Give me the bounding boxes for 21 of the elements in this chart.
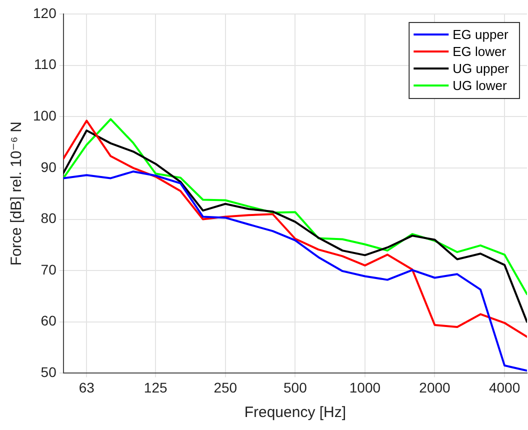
x-tick-label: 250 (214, 379, 238, 396)
x-tick-label: 125 (144, 379, 168, 396)
x-tick-label: 500 (284, 379, 308, 396)
y-tick-label: 50 (40, 364, 57, 380)
x-tick-label: 4000 (488, 379, 520, 396)
legend-label: EG lower (452, 44, 507, 60)
y-tick-label: 90 (40, 158, 57, 175)
y-tick-label: 120 (33, 4, 57, 21)
legend-label: EG upper (452, 27, 509, 42)
y-tick-label: 110 (34, 56, 57, 72)
x-tick-label: 1000 (349, 379, 381, 396)
y-tick-label: 60 (40, 312, 57, 329)
y-tick-label: 100 (33, 107, 57, 124)
x-axis-title: Frequency [Hz] (244, 404, 346, 422)
x-tick-label: 63 (78, 379, 95, 396)
y-tick-label: 70 (40, 261, 57, 278)
y-axis-title: Force [dB] rel. 10⁻⁶ N (8, 122, 26, 266)
legend-label: UG upper (452, 61, 510, 76)
y-tick-label: 80 (40, 210, 57, 226)
legend-label: UG lower (452, 78, 508, 94)
x-tick-label: 2000 (419, 379, 451, 396)
